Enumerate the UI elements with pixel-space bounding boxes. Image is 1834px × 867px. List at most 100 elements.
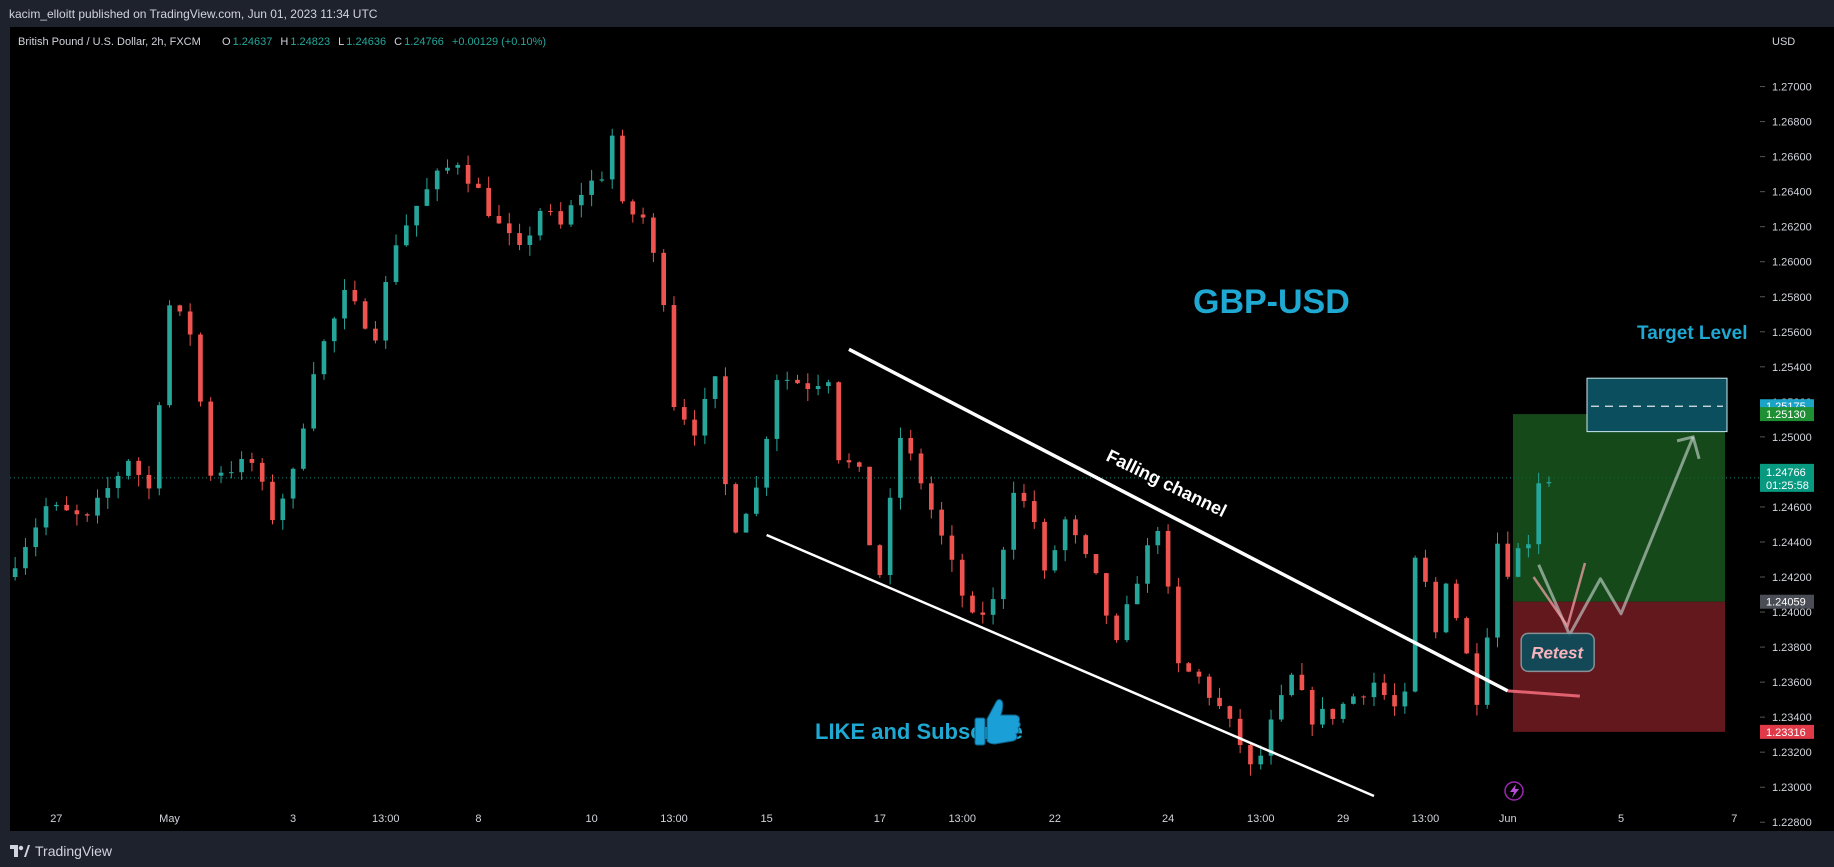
- candle-body: [383, 282, 389, 341]
- candle-body: [1268, 719, 1274, 756]
- candle-body: [187, 311, 193, 335]
- candle-body: [105, 488, 111, 498]
- candle-body: [692, 419, 697, 436]
- change-value: +0.00129 (+0.10%): [452, 36, 546, 48]
- entry-price-tag: 1.24059: [1766, 597, 1806, 609]
- candle-body: [95, 497, 100, 516]
- candle-body: [486, 187, 491, 216]
- candle-body: [949, 535, 955, 560]
- candle-body: [1515, 548, 1521, 577]
- candle-body: [1217, 697, 1222, 707]
- retest-dip-line: [1532, 562, 1587, 629]
- candle-body: [218, 472, 224, 476]
- candle-body: [1423, 557, 1428, 582]
- candle-body: [836, 382, 841, 461]
- current-price-tag-countdown: 01:25:58: [1766, 480, 1809, 492]
- candlestick-series: [12, 128, 1552, 776]
- candle-body: [301, 428, 306, 469]
- candle-body: [43, 506, 49, 528]
- x-tick-label: 10: [585, 813, 597, 825]
- candle-body: [229, 472, 234, 474]
- legend-ohlc: O 1.24637 H 1.24823 L 1.24636 C 1.24766 +0.0…: [222, 36, 546, 48]
- y-tick-label: 1.25000: [1772, 432, 1812, 444]
- target-box: [1586, 377, 1728, 433]
- open-value: 1.24637: [233, 36, 273, 48]
- candle-body: [1381, 682, 1387, 696]
- target-price-tag: 1.25130: [1766, 409, 1806, 421]
- candle-body: [651, 217, 656, 253]
- candle-body: [764, 438, 769, 488]
- candle-body: [1299, 674, 1305, 691]
- candle-body: [362, 301, 368, 329]
- close-value: 1.24766: [404, 36, 444, 48]
- candle-body: [1104, 573, 1109, 616]
- y-tick-label: 1.26800: [1772, 117, 1812, 129]
- y-tick-label: 1.23800: [1772, 642, 1812, 654]
- candle-body: [1443, 583, 1449, 633]
- candle-body: [1330, 708, 1336, 719]
- candle-body: [1505, 543, 1511, 577]
- candle-body: [424, 189, 430, 206]
- tradingview-logo[interactable]: TradingView: [10, 843, 112, 859]
- low-label: L: [338, 36, 344, 48]
- x-tick-label: 17: [874, 813, 886, 825]
- candle-body: [599, 179, 605, 181]
- x-tick-label: 24: [1162, 813, 1174, 825]
- candle-body: [476, 183, 481, 188]
- candle-body: [980, 612, 986, 615]
- y-tick-label: 1.27000: [1772, 82, 1812, 94]
- candle-body: [249, 458, 255, 463]
- tradingview-brand: TradingView: [35, 843, 113, 859]
- candle-body: [1196, 671, 1202, 677]
- candle-body: [856, 462, 862, 467]
- candle-body: [1227, 706, 1233, 719]
- target-level-label: Target Level: [1637, 323, 1748, 344]
- candle-body: [373, 328, 378, 341]
- target-price-tag-bg: [1760, 407, 1814, 422]
- candle-body: [198, 334, 203, 402]
- y-tick-label: 1.25800: [1772, 292, 1812, 304]
- x-tick-label: Jun: [1499, 813, 1517, 825]
- candle-body: [795, 379, 800, 384]
- candle-body: [1093, 554, 1099, 574]
- candle-body: [1340, 703, 1346, 719]
- candle-body: [1237, 718, 1243, 746]
- candle-body: [877, 545, 883, 576]
- candle-body: [959, 559, 965, 596]
- candle-body: [1052, 550, 1058, 571]
- y-tick-label: 1.26400: [1772, 187, 1812, 199]
- candle-body: [280, 498, 286, 521]
- x-tick-label: 7: [1731, 813, 1737, 825]
- candle-body: [1083, 535, 1089, 555]
- candle-body: [579, 194, 584, 206]
- candle-body: [1484, 637, 1490, 705]
- candle-body: [496, 215, 502, 224]
- candle-body: [908, 437, 914, 454]
- retest-badge: [1520, 632, 1595, 673]
- lightning-icon[interactable]: [1504, 781, 1524, 801]
- y-tick-label: 1.26000: [1772, 257, 1812, 269]
- candle-body: [1289, 674, 1294, 696]
- candle-body: [1186, 663, 1191, 672]
- price-axis-panel: [1760, 27, 1834, 831]
- candle-body: [929, 483, 934, 510]
- candle-body: [1134, 583, 1140, 605]
- candle-body: [1155, 530, 1161, 546]
- candle-body: [321, 341, 327, 375]
- y-tick-label: 1.25600: [1772, 327, 1812, 339]
- price-axis[interactable]: 1.27000 1.26800 1.26600 1.26400 1.26200 1.260…: [1760, 82, 1812, 830]
- y-tick-label: 1.23600: [1772, 677, 1812, 689]
- candle-body: [712, 376, 718, 399]
- retest-label: Retest: [1531, 643, 1584, 662]
- projection-arrowhead: [1676, 435, 1701, 460]
- close-label: C: [394, 36, 402, 48]
- time-axis[interactable]: 27 May 3 13:00 8 10 13:00 15 17 13:00 22 24 13:00 29 1…: [50, 813, 1737, 825]
- footer-bar: TradingView: [0, 835, 1834, 867]
- y-tick-label: 1.23400: [1772, 712, 1812, 724]
- candle-body: [784, 379, 790, 381]
- candle-body: [33, 527, 39, 548]
- candle-body: [774, 380, 780, 439]
- candle-body: [445, 167, 450, 171]
- candle-body: [115, 475, 121, 489]
